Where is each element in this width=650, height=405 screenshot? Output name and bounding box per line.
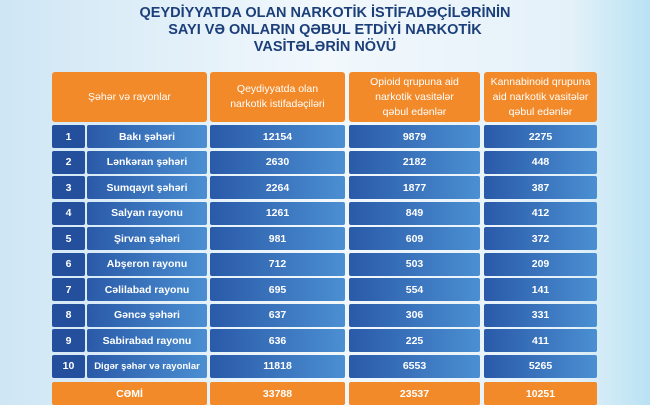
registered-count: 981 bbox=[210, 227, 345, 250]
cannabinoid-count: 372 bbox=[484, 227, 597, 250]
opioid-count: 849 bbox=[349, 201, 480, 225]
row-number: 7 bbox=[52, 278, 85, 301]
page-title: QEYDİYYATDA OLAN NARKOTİK İSTİFADƏÇİLƏRİ… bbox=[139, 5, 511, 55]
region-name: Cəlilabad rayonu bbox=[87, 278, 207, 301]
opioid-count: 2182 bbox=[349, 150, 480, 174]
table-row: 7 Cəlilabad rayonu 695 554 141 bbox=[52, 278, 597, 301]
cannabinoid-count: 209 bbox=[484, 252, 597, 276]
registered-count: 637 bbox=[210, 303, 345, 327]
opioid-count: 503 bbox=[349, 252, 480, 276]
registered-count: 2630 bbox=[210, 150, 345, 174]
registered-count: 12154 bbox=[210, 125, 345, 148]
row-number: 1 bbox=[52, 125, 85, 148]
opioid-count: 306 bbox=[349, 303, 480, 327]
total-label: CƏMİ bbox=[52, 382, 207, 405]
region-name: Abşeron rayonu bbox=[87, 252, 207, 276]
registered-count: 712 bbox=[210, 252, 345, 276]
table-row: 8 Gəncə şəhəri 637 306 331 bbox=[52, 303, 597, 327]
total-registered: 33788 bbox=[210, 382, 345, 405]
region-name: Lənkəran şəhəri bbox=[87, 150, 207, 174]
registered-count: 2264 bbox=[210, 176, 345, 199]
row-number: 5 bbox=[52, 227, 85, 250]
opioid-count: 554 bbox=[349, 278, 480, 301]
header-registered: Qeydiyyatda olan narkotik istifadəçiləri bbox=[210, 72, 345, 122]
header-region: Şəhər və rayonlar bbox=[52, 72, 207, 122]
total-row: CƏMİ 33788 23537 10251 bbox=[52, 382, 597, 405]
table-row: 9 Sabirabad rayonu 636 225 411 bbox=[52, 329, 597, 352]
cannabinoid-count: 448 bbox=[484, 150, 597, 174]
total-opioid: 23537 bbox=[349, 382, 480, 405]
region-name: Sumqayıt şəhəri bbox=[87, 176, 207, 199]
cannabinoid-count: 411 bbox=[484, 329, 597, 352]
table-row: 10 Digər şəhər və rayonlar 11818 6553 5265 bbox=[52, 354, 597, 378]
cannabinoid-count: 412 bbox=[484, 201, 597, 225]
row-number: 3 bbox=[52, 176, 85, 199]
registered-count: 1261 bbox=[210, 201, 345, 225]
table-row: 1 Bakı şəhəri 12154 9879 2275 bbox=[52, 125, 597, 148]
cannabinoid-count: 5265 bbox=[484, 354, 597, 378]
opioid-count: 1877 bbox=[349, 176, 480, 199]
opioid-count: 6553 bbox=[349, 354, 480, 378]
cannabinoid-count: 387 bbox=[484, 176, 597, 199]
opioid-count: 609 bbox=[349, 227, 480, 250]
registered-count: 11818 bbox=[210, 354, 345, 378]
cannabinoid-count: 141 bbox=[484, 278, 597, 301]
opioid-count: 9879 bbox=[349, 125, 480, 148]
registered-count: 695 bbox=[210, 278, 345, 301]
table-row: 3 Sumqayıt şəhəri 2264 1877 387 bbox=[52, 176, 597, 199]
total-cannabinoid: 10251 bbox=[484, 382, 597, 405]
header-opioid: Opioid qrupuna aid narkotik vasitələr qə… bbox=[349, 72, 480, 122]
region-name: Gəncə şəhəri bbox=[87, 303, 207, 327]
region-name: Digər şəhər və rayonlar bbox=[87, 354, 207, 378]
row-number: 6 bbox=[52, 252, 85, 276]
table-row: 6 Abşeron rayonu 712 503 209 bbox=[52, 252, 597, 276]
region-name: Bakı şəhəri bbox=[87, 125, 207, 148]
cannabinoid-count: 331 bbox=[484, 303, 597, 327]
row-number: 2 bbox=[52, 150, 85, 174]
header-cannabinoid: Kannabinoid qrupuna aid narkotik vasitəl… bbox=[484, 72, 597, 122]
region-name: Şirvan şəhəri bbox=[87, 227, 207, 250]
row-number: 4 bbox=[52, 201, 85, 225]
region-name: Sabirabad rayonu bbox=[87, 329, 207, 352]
table-row: 4 Salyan rayonu 1261 849 412 bbox=[52, 201, 597, 225]
table-row: 2 Lənkəran şəhəri 2630 2182 448 bbox=[52, 150, 597, 174]
opioid-count: 225 bbox=[349, 329, 480, 352]
cannabinoid-count: 2275 bbox=[484, 125, 597, 148]
region-name: Salyan rayonu bbox=[87, 201, 207, 225]
registered-count: 636 bbox=[210, 329, 345, 352]
row-number: 8 bbox=[52, 303, 85, 327]
row-number: 9 bbox=[52, 329, 85, 352]
row-number: 10 bbox=[52, 354, 85, 378]
table-row: 5 Şirvan şəhəri 981 609 372 bbox=[52, 227, 597, 250]
